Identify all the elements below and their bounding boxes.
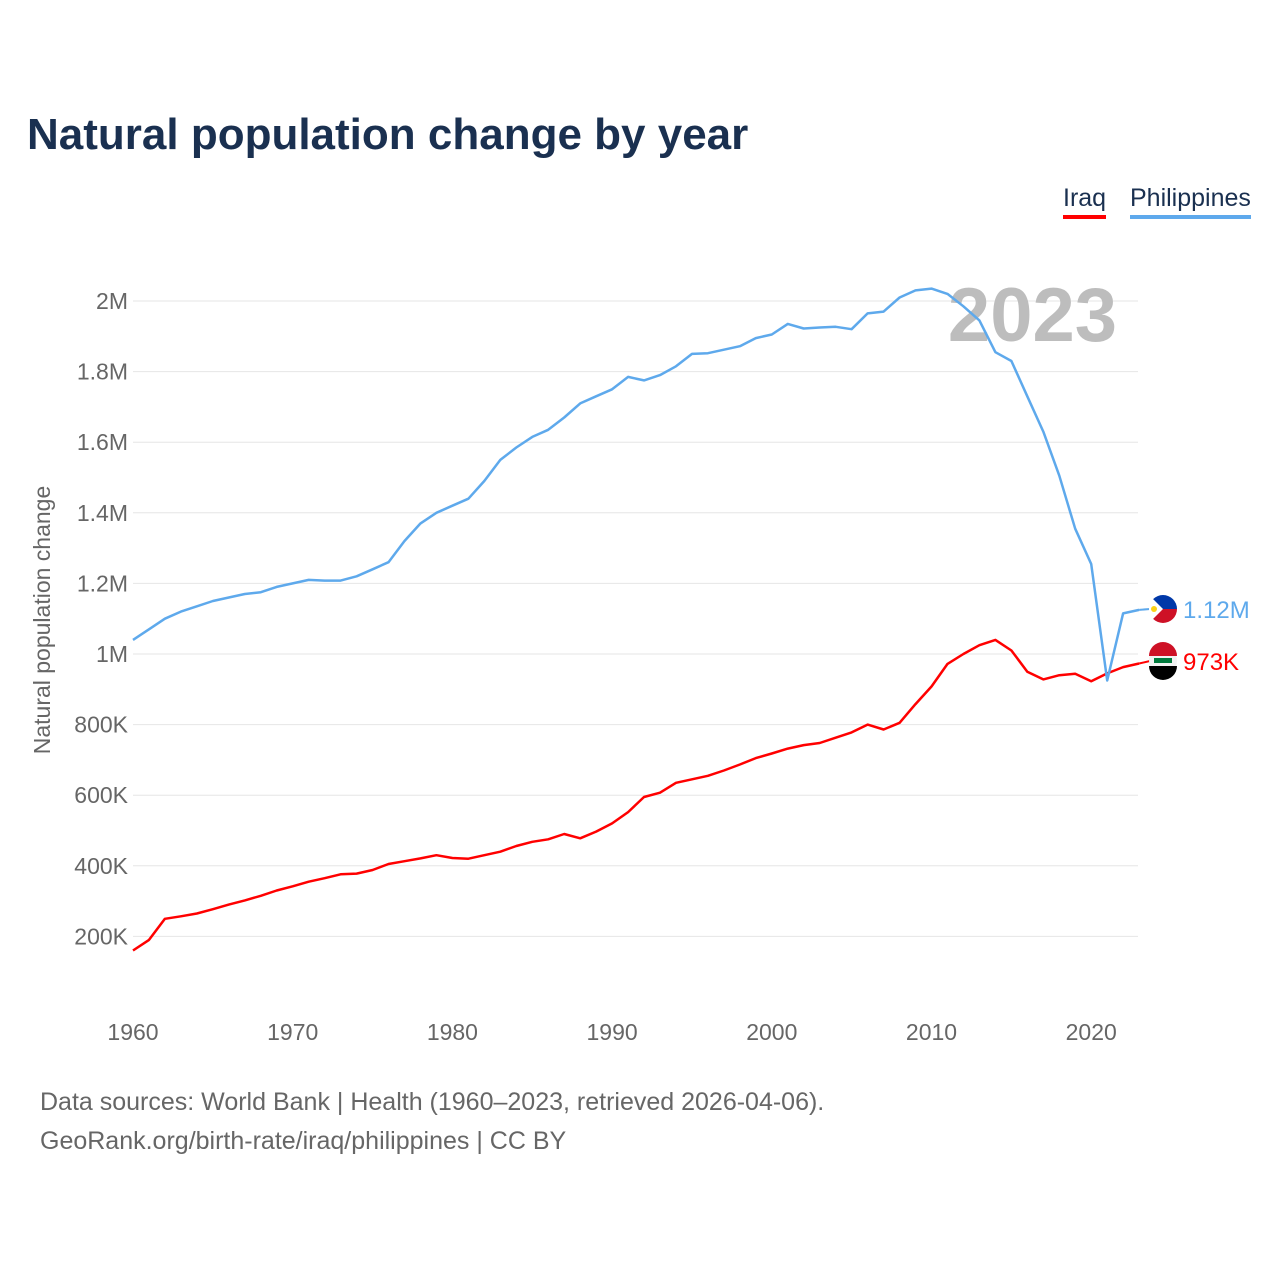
x-tick-label: 2020 (1066, 1019, 1117, 1045)
year-watermark: 2023 (948, 273, 1117, 358)
series-line-iraq (132, 638, 1140, 952)
y-tick-label: 400K (74, 853, 128, 879)
y-tick-label: 1M (96, 641, 128, 667)
chart-title: Natural population change by year (27, 110, 749, 159)
y-tick-label: 2M (96, 288, 128, 314)
y-tick-label: 800K (74, 712, 128, 738)
legend-item-philippines[interactable]: Philippines (1130, 184, 1251, 219)
x-tick-label: 1960 (107, 1019, 158, 1045)
iraq-flag-emblem-icon (1154, 658, 1172, 663)
series-line-philippines (132, 287, 1140, 682)
end-value-label: 973K (1183, 649, 1239, 676)
y-axis-label: Natural population change (29, 486, 55, 755)
x-tick-label: 1970 (267, 1019, 318, 1045)
y-tick-label: 1.2M (77, 570, 128, 596)
x-tick-label: 1980 (427, 1019, 478, 1045)
y-tick-label: 1.8M (77, 359, 128, 385)
sun-icon (1151, 606, 1157, 612)
iraq-flag-icon (1149, 642, 1177, 656)
x-tick-label: 1990 (587, 1019, 638, 1045)
end-connector (1138, 660, 1151, 665)
legend-item-iraq[interactable]: Iraq (1063, 184, 1107, 219)
y-tick-label: 600K (74, 782, 128, 808)
x-tick-label: 2010 (906, 1019, 957, 1045)
source-link[interactable]: GeoRank.org/birth-rate/iraq/philippines … (40, 1127, 567, 1155)
source-note: Data sources: World Bank | Health (1960–… (40, 1088, 825, 1116)
end-value-label: 1.12M (1183, 597, 1250, 624)
end-connector (1139, 608, 1151, 611)
iraq-flag-icon (1149, 666, 1177, 680)
y-tick-label: 200K (74, 923, 128, 949)
x-tick-label: 2000 (746, 1019, 797, 1045)
y-tick-label: 1.4M (77, 500, 128, 526)
y-tick-label: 1.6M (77, 429, 128, 455)
